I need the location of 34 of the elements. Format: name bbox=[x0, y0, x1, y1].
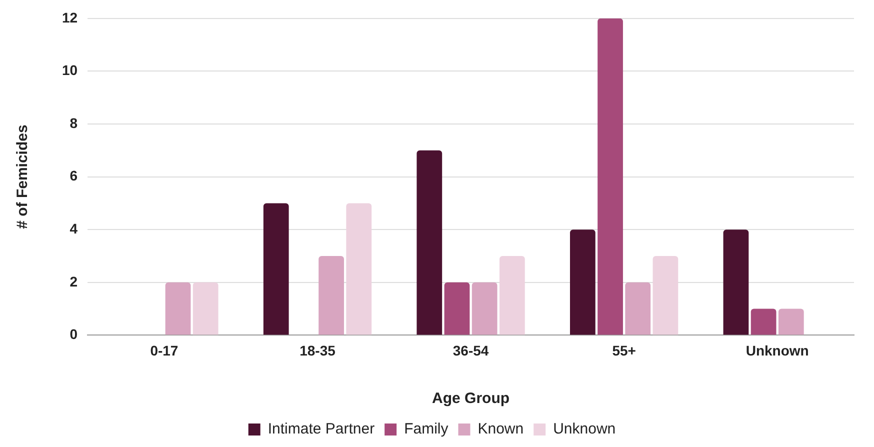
x-tick-label: 18-35 bbox=[300, 342, 336, 358]
bar bbox=[346, 203, 372, 335]
legend-label: Family bbox=[404, 420, 449, 438]
x-tick-label: 55+ bbox=[612, 342, 636, 358]
bar bbox=[652, 256, 678, 335]
x-axis-title: Age Group bbox=[432, 390, 510, 408]
legend-label: Known bbox=[478, 420, 524, 438]
bar bbox=[570, 230, 596, 335]
bar bbox=[499, 256, 525, 335]
x-tick-label: 36-54 bbox=[452, 342, 489, 358]
bar bbox=[750, 308, 776, 335]
y-tick-label: 0 bbox=[70, 326, 78, 342]
bar bbox=[598, 18, 623, 335]
bar bbox=[472, 282, 498, 335]
y-tick-label: 10 bbox=[62, 62, 78, 78]
bar bbox=[625, 282, 651, 335]
bar bbox=[192, 282, 218, 335]
y-tick-label: 6 bbox=[70, 168, 78, 184]
bar bbox=[723, 230, 749, 335]
bar bbox=[444, 282, 470, 335]
bar bbox=[263, 203, 289, 335]
y-tick-label: 8 bbox=[70, 114, 78, 131]
y-tick-label: 12 bbox=[62, 9, 78, 26]
bar bbox=[165, 282, 191, 335]
bar bbox=[318, 256, 344, 335]
legend-label: Intimate Partner bbox=[268, 420, 375, 438]
y-tick-label: 4 bbox=[70, 220, 78, 236]
legend-label: Unknown bbox=[553, 420, 616, 438]
x-tick-label: 0-17 bbox=[150, 342, 178, 358]
x-tick-label: Unknown bbox=[746, 342, 809, 358]
bar bbox=[416, 150, 442, 335]
y-tick-label: 2 bbox=[70, 273, 78, 290]
bar bbox=[778, 308, 804, 335]
y-axis-title: # of Femicides bbox=[14, 124, 32, 229]
